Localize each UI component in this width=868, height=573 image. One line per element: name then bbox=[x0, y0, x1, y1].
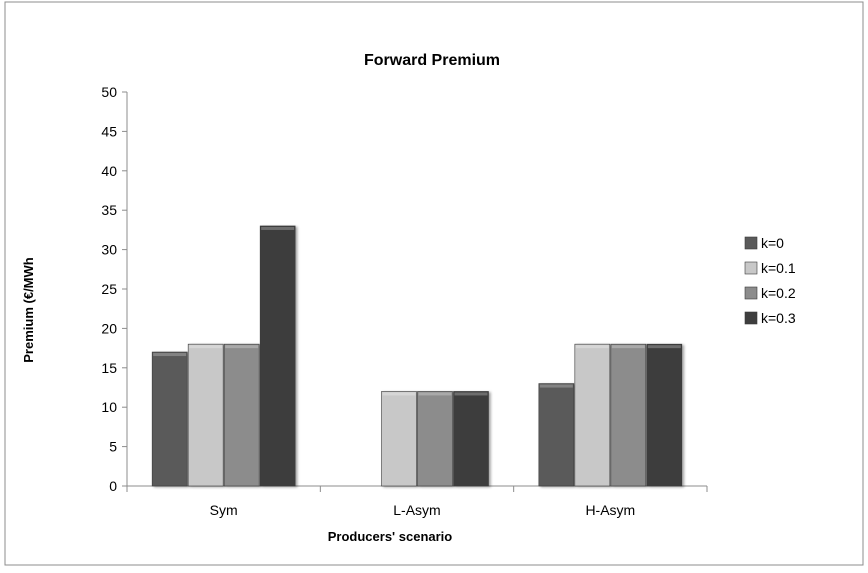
legend-label: k=0 bbox=[761, 235, 784, 251]
legend-label: k=0.1 bbox=[761, 260, 796, 276]
x-tick-label: Sym bbox=[210, 502, 238, 518]
legend-swatch bbox=[744, 311, 758, 325]
bar-highlight bbox=[647, 345, 681, 349]
y-tick-label: 25 bbox=[101, 281, 117, 297]
y-tick-label: 40 bbox=[101, 163, 117, 179]
bar-highlight bbox=[454, 392, 488, 396]
bar-highlight bbox=[153, 353, 187, 357]
x-tick-label: L-Asym bbox=[393, 502, 440, 518]
legend-swatch bbox=[744, 261, 758, 275]
bar-highlight bbox=[575, 345, 609, 349]
y-tick-label: 30 bbox=[101, 242, 117, 258]
y-tick-label: 35 bbox=[101, 202, 117, 218]
bar-k=0-Sym bbox=[151, 351, 188, 487]
bar-k=0.1-H-Asym bbox=[574, 343, 611, 487]
bar-k=0.3-H-Asym bbox=[646, 343, 683, 487]
legend-swatch bbox=[744, 236, 758, 250]
legend: k=0 k=0.1 k=0.2 k=0.3 bbox=[744, 235, 796, 326]
y-tick-label: 0 bbox=[109, 478, 117, 494]
legend-swatch bbox=[744, 286, 758, 300]
bar-highlight bbox=[225, 345, 259, 349]
y-tick-label: 45 bbox=[101, 123, 117, 139]
y-tick-label: 15 bbox=[101, 360, 117, 376]
bar-k=0.3-L-Asym bbox=[453, 391, 489, 487]
bar-highlight bbox=[382, 392, 416, 396]
legend-label: k=0.3 bbox=[761, 310, 796, 326]
bar-k=0.1-Sym bbox=[187, 343, 224, 487]
y-tick-label: 5 bbox=[109, 439, 117, 455]
bar-highlight bbox=[418, 392, 452, 396]
bar-k=0.1-L-Asym bbox=[381, 391, 417, 487]
bar-highlight bbox=[261, 226, 295, 230]
bar-k=0.3-Sym bbox=[259, 225, 296, 487]
bar-highlight bbox=[611, 345, 645, 349]
y-tick-label: 10 bbox=[101, 399, 117, 415]
bar-highlight bbox=[189, 345, 223, 349]
chart-title: Forward Premium bbox=[364, 52, 500, 69]
legend-label: k=0.2 bbox=[761, 285, 796, 301]
x-axis-label: Producers' scenario bbox=[328, 529, 453, 544]
x-tick-label: H-Asym bbox=[585, 502, 635, 518]
bar-k=0.2-Sym bbox=[223, 343, 260, 487]
y-axis-label: Premium (€/MWh bbox=[21, 257, 36, 363]
bar-k=0.2-H-Asym bbox=[610, 343, 647, 487]
plot-area: 0 5 10 15 20 25 30 35 40 45 50 Sym L-Asym H-Asym bbox=[101, 84, 708, 518]
y-tick-label: 20 bbox=[101, 320, 117, 336]
bar-k=0.2-L-Asym bbox=[417, 391, 453, 487]
y-tick-label: 50 bbox=[101, 84, 117, 100]
bar-k=0-H-Asym bbox=[538, 383, 575, 487]
bar-highlight bbox=[539, 384, 573, 388]
